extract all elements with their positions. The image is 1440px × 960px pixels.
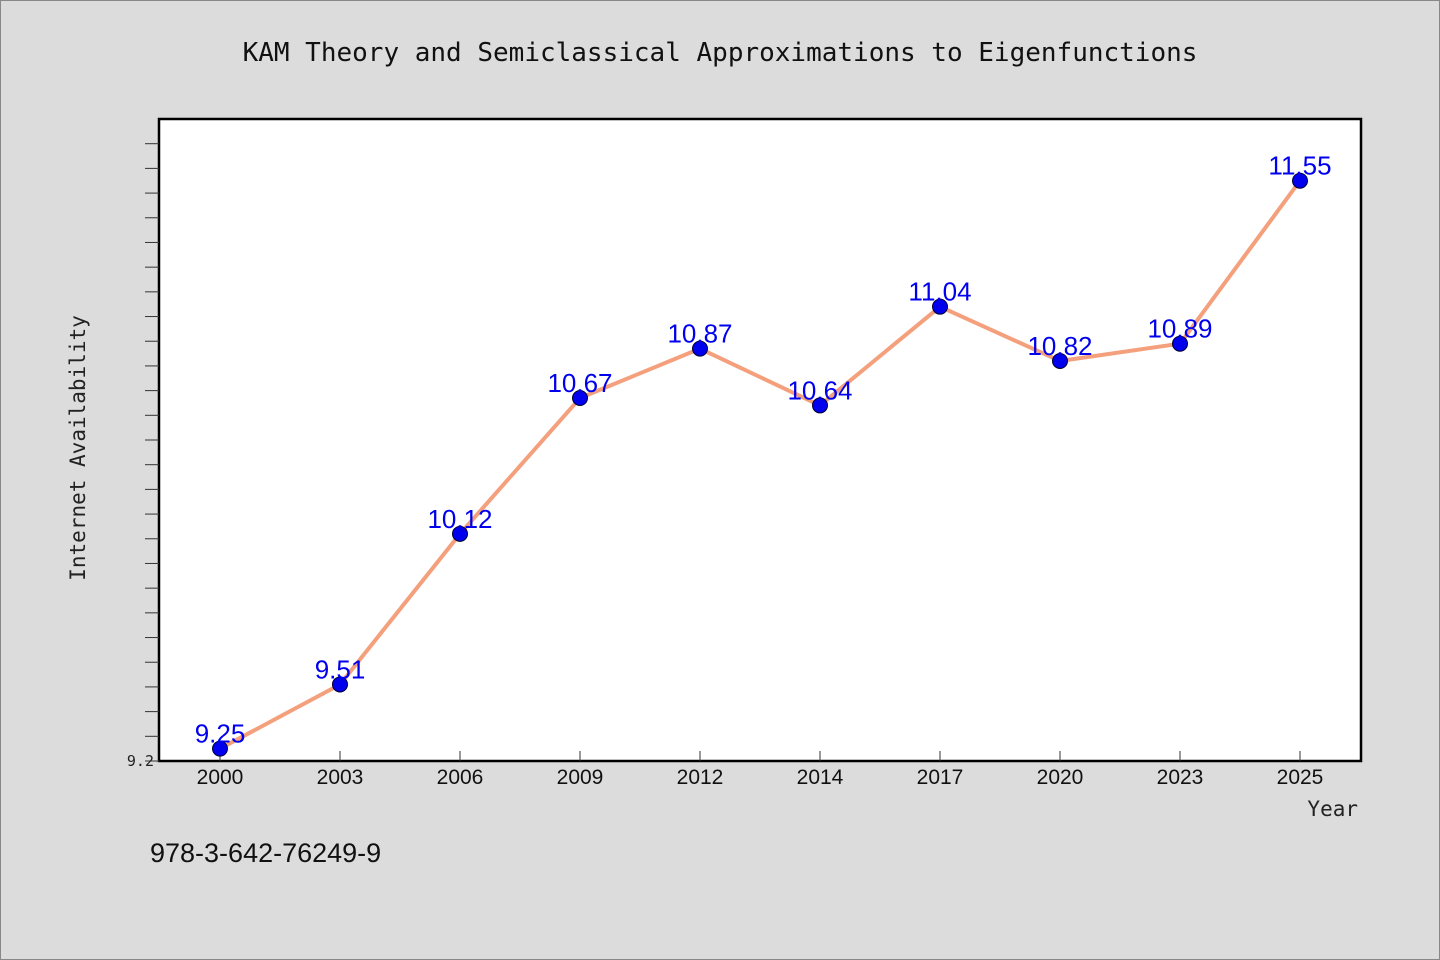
data-point — [572, 390, 588, 407]
data-point — [1052, 352, 1068, 369]
data-label: 10.64 — [787, 375, 852, 405]
data-label: 10.67 — [547, 368, 612, 398]
data-label: 9.25 — [195, 719, 246, 749]
x-axis-title: Year — [1307, 797, 1358, 821]
data-label: 10.82 — [1027, 331, 1092, 361]
data-label: 11.04 — [908, 277, 971, 307]
data-point — [692, 340, 708, 357]
data-point — [812, 397, 828, 414]
x-axis-ticks: 2000 2003 2006 2009 2012 2014 2017 2020 2023 2025 — [197, 751, 1324, 789]
data-label: 11.55 — [1268, 151, 1331, 181]
data-point — [932, 298, 948, 315]
series-line — [218, 178, 1302, 751]
plot-area — [157, 117, 1363, 763]
x-tick-label: 2006 — [437, 766, 484, 789]
x-tick-label: 2012 — [677, 766, 724, 789]
x-tick-label: 2014 — [797, 766, 844, 789]
data-point — [332, 676, 348, 693]
data-labels: 9.25 9.51 10.12 10.67 10.87 10.64 11.04 10.82 10… — [195, 151, 1332, 749]
x-tick-label: 2009 — [557, 766, 604, 789]
y-axis-ticks: 9.2 — [127, 143, 159, 770]
isbn-footer: 978-3-642-76249-9 — [150, 838, 381, 868]
x-tick-label: 2020 — [1037, 766, 1084, 789]
data-label: 10.87 — [667, 319, 732, 349]
x-tick-label: 2025 — [1277, 766, 1324, 789]
data-point — [452, 525, 468, 542]
x-tick-label: 2023 — [1157, 766, 1204, 789]
data-point — [1292, 172, 1308, 189]
x-tick-label: 2003 — [317, 766, 364, 789]
x-tick-label: 2017 — [917, 766, 964, 789]
data-point — [1172, 335, 1188, 352]
data-markers — [212, 172, 1308, 757]
data-label: 10.89 — [1147, 314, 1212, 344]
series-line-group — [218, 178, 1302, 751]
x-tick-label: 2000 — [197, 766, 244, 789]
y-tick-label: 9.2 — [127, 752, 154, 770]
y-axis-title: Internet Availability — [66, 315, 90, 581]
data-label: 9.51 — [315, 654, 366, 684]
chart-title: KAM Theory and Semiclassical Approximati… — [243, 38, 1198, 68]
data-label: 10.12 — [427, 504, 492, 534]
data-point — [212, 740, 228, 757]
